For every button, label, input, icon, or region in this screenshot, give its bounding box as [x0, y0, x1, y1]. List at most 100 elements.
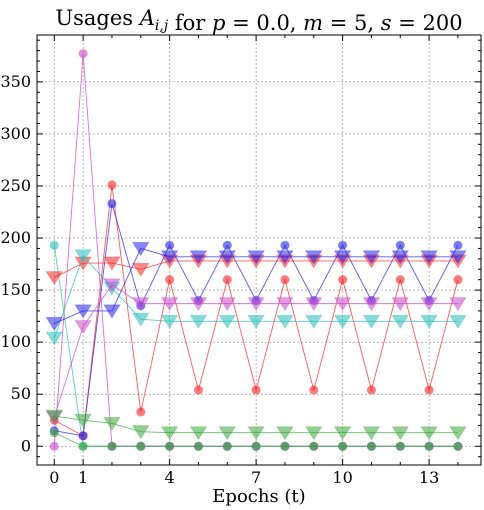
data-point-triangle [160, 250, 179, 265]
series-circle-4 [49, 428, 463, 451]
data-point-triangle [218, 250, 237, 265]
data-point-triangle [305, 297, 323, 312]
data-point-circle [338, 441, 348, 451]
data-point-triangle [276, 297, 294, 312]
data-point-triangle [420, 426, 438, 441]
data-point-circle [107, 180, 117, 190]
data-point-circle [280, 275, 290, 285]
data-point-triangle [391, 314, 409, 329]
data-point-circle [338, 240, 348, 250]
data-point-triangle [45, 409, 64, 424]
data-point-circle [165, 240, 175, 250]
data-point-circle [107, 441, 117, 451]
data-point-circle [222, 441, 232, 451]
data-point-circle [309, 385, 319, 395]
data-point-triangle [449, 250, 467, 265]
data-point-triangle [45, 271, 64, 286]
data-point-circle [78, 441, 88, 451]
data-point-triangle [305, 314, 323, 329]
data-point-triangle [103, 304, 121, 319]
grid-lines [37, 35, 481, 465]
y-tick-label: 100 [0, 332, 31, 351]
data-point-circle [193, 385, 203, 395]
data-point-triangle [247, 250, 265, 265]
data-point-triangle [160, 297, 179, 312]
data-point-circle [338, 275, 348, 285]
y-tick-label: 300 [0, 124, 31, 143]
data-point-triangle [276, 250, 294, 265]
data-point-triangle [160, 314, 179, 329]
data-point-triangle [391, 426, 409, 441]
data-point-triangle [103, 278, 121, 293]
data-point-triangle [218, 314, 237, 329]
data-point-circle [453, 441, 463, 451]
data-point-triangle [132, 425, 150, 440]
x-tick-label: 13 [419, 468, 439, 487]
y-tick-label: 0 [21, 436, 31, 455]
data-point-triangle [247, 314, 265, 329]
data-point-triangle [420, 314, 438, 329]
data-point-triangle [391, 250, 409, 265]
data-point-triangle [276, 426, 294, 441]
data-point-triangle [333, 314, 352, 329]
data-point-circle [165, 275, 175, 285]
data-point-triangle [247, 426, 265, 441]
data-point-triangle [160, 426, 179, 441]
data-point-triangle [362, 426, 381, 441]
data-point-circle [424, 385, 434, 395]
data-point-circle [107, 199, 117, 209]
data-point-triangle [305, 250, 323, 265]
data-point-triangle [420, 250, 438, 265]
data-point-circle [280, 240, 290, 250]
data-point-triangle [362, 314, 381, 329]
data-point-triangle [132, 312, 150, 327]
data-point-triangle [74, 320, 92, 335]
data-point-triangle [362, 297, 381, 312]
data-point-circle [395, 441, 405, 451]
data-point-triangle [74, 304, 92, 319]
data-point-circle [251, 441, 261, 451]
data-point-triangle [189, 426, 208, 441]
data-point-circle [136, 441, 146, 451]
data-point-circle [78, 49, 88, 59]
data-point-triangle [333, 297, 352, 312]
data-point-triangle [391, 297, 409, 312]
data-point-circle [49, 441, 59, 451]
data-point-triangle [449, 314, 467, 329]
y-tick-label: 200 [0, 228, 31, 247]
data-point-triangle [449, 297, 467, 312]
data-point-triangle [218, 297, 237, 312]
chart-title: Usages Ai,j for p = 0.0, m = 5, s = 200 [55, 6, 462, 35]
x-tick-label: 4 [165, 468, 175, 487]
data-point-circle [424, 441, 434, 451]
data-point-triangle [305, 426, 323, 441]
data-point-circle [136, 407, 146, 417]
series-triangle-7 [45, 242, 467, 331]
data-point-triangle [333, 426, 352, 441]
data-point-circle [222, 275, 232, 285]
data-point-circle [49, 428, 59, 438]
data-point-circle [49, 240, 59, 250]
data-point-circle [395, 240, 405, 250]
data-point-triangle [189, 297, 208, 312]
data-point-circle [165, 441, 175, 451]
x-tick-label: 0 [49, 468, 59, 487]
x-tick-label: 1 [78, 468, 88, 487]
x-tick-label: 10 [332, 468, 352, 487]
data-point-triangle [45, 331, 64, 346]
data-point-circle [251, 385, 261, 395]
data-point-triangle [449, 426, 467, 441]
series-triangle-9 [45, 409, 467, 441]
data-point-circle [453, 240, 463, 250]
y-tick-label: 150 [0, 280, 31, 299]
plot-frame [36, 34, 482, 466]
y-tick-label: 350 [0, 72, 31, 91]
data-point-triangle [276, 314, 294, 329]
data-point-triangle [247, 297, 265, 312]
data-point-triangle [362, 250, 381, 265]
data-point-triangle [103, 416, 121, 431]
data-point-triangle [420, 297, 438, 312]
data-point-triangle [333, 250, 352, 265]
